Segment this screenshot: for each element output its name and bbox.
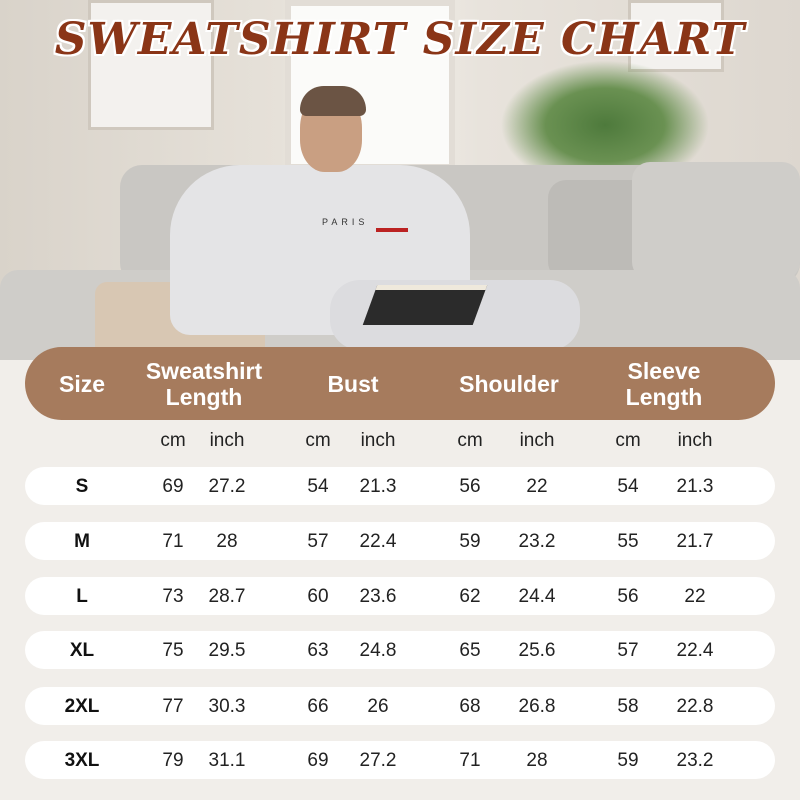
value-cell: 59 xyxy=(459,531,481,552)
page-title: SWEATSHIRT SIZE CHART xyxy=(54,14,746,65)
value-cell: 27.2 xyxy=(359,750,397,771)
value-cell: 28.7 xyxy=(208,586,246,607)
value-cell: 56 xyxy=(459,476,481,497)
value-cell: 57 xyxy=(617,640,639,661)
table-row: L 73 28.7 60 23.6 62 24.4 56 22 xyxy=(25,577,775,615)
value-cell: 31.1 xyxy=(208,750,246,771)
value-cell: 23.6 xyxy=(359,586,397,607)
value-cell: 60 xyxy=(307,586,329,607)
value-cell: 24.4 xyxy=(518,586,556,607)
value-cell: 77 xyxy=(162,696,184,717)
table-row: S 69 27.2 54 21.3 56 22 54 21.3 xyxy=(25,467,775,505)
unit-label: cm xyxy=(305,430,331,451)
header-shoulder: Shoulder xyxy=(459,370,559,397)
size-cell: XL xyxy=(69,640,95,661)
value-cell: 23.2 xyxy=(676,750,714,771)
header-line: Length xyxy=(625,383,703,410)
value-cell: 58 xyxy=(617,696,639,717)
value-cell: 21.3 xyxy=(359,476,397,497)
value-cell: 62 xyxy=(459,586,481,607)
wall-art xyxy=(88,0,214,130)
unit-label: cm xyxy=(615,430,641,451)
unit-label: inch xyxy=(519,430,555,451)
table-row: M 71 28 57 22.4 59 23.2 55 21.7 xyxy=(25,522,775,560)
size-cell: S xyxy=(75,476,89,497)
header-line: Length xyxy=(165,383,243,410)
size-cell: 2XL xyxy=(64,696,100,717)
table-header: Size Sweatshirt Length Bust Shoulder Slee… xyxy=(25,347,775,420)
model-hair xyxy=(300,86,366,116)
value-cell: 54 xyxy=(307,476,329,497)
value-cell: 27.2 xyxy=(208,476,246,497)
size-cell: L xyxy=(76,586,88,607)
table-row: XL 75 29.5 63 24.8 65 25.6 57 22.4 xyxy=(25,631,775,669)
table-row: 3XL 79 31.1 69 27.2 71 28 59 23.2 xyxy=(25,741,775,779)
header-line: Sweatshirt xyxy=(145,357,263,384)
value-cell: 75 xyxy=(162,640,184,661)
size-cell: 3XL xyxy=(64,750,100,771)
value-cell: 24.8 xyxy=(359,640,397,661)
unit-label: inch xyxy=(677,430,713,451)
units-row: cm inch cm inch cm inch cm inch xyxy=(0,430,800,454)
value-cell: 56 xyxy=(617,586,639,607)
value-cell: 30.3 xyxy=(208,696,246,717)
value-cell: 63 xyxy=(307,640,329,661)
value-cell: 57 xyxy=(307,531,329,552)
book xyxy=(362,285,488,325)
shirt-print: PARIS xyxy=(322,217,369,227)
value-cell: 26 xyxy=(367,696,389,717)
value-cell: 59 xyxy=(617,750,639,771)
unit-label: inch xyxy=(209,430,245,451)
value-cell: 22.4 xyxy=(359,531,397,552)
unit-label: cm xyxy=(160,430,186,451)
value-cell: 21.7 xyxy=(676,531,714,552)
header-size: Size xyxy=(58,370,106,397)
value-cell: 69 xyxy=(307,750,329,771)
table-row: 2XL 77 30.3 66 26 68 26.8 58 22.8 xyxy=(25,687,775,725)
value-cell: 79 xyxy=(162,750,184,771)
header-sweatshirt-length: Sweatshirt Length xyxy=(146,358,262,410)
value-cell: 28 xyxy=(526,750,548,771)
unit-label: cm xyxy=(457,430,483,451)
value-cell: 65 xyxy=(459,640,481,661)
value-cell: 26.8 xyxy=(518,696,556,717)
size-cell: M xyxy=(74,531,90,552)
value-cell: 73 xyxy=(162,586,184,607)
value-cell: 54 xyxy=(617,476,639,497)
value-cell: 28 xyxy=(216,531,238,552)
value-cell: 23.2 xyxy=(518,531,556,552)
cushion xyxy=(632,162,800,280)
value-cell: 71 xyxy=(459,750,481,771)
value-cell: 68 xyxy=(459,696,481,717)
value-cell: 66 xyxy=(307,696,329,717)
value-cell: 22 xyxy=(684,586,706,607)
header-line: Sleeve xyxy=(627,357,701,384)
header-bust: Bust xyxy=(327,370,379,397)
unit-label: inch xyxy=(360,430,396,451)
value-cell: 22.8 xyxy=(676,696,714,717)
shirt-stripe xyxy=(376,228,408,232)
value-cell: 69 xyxy=(162,476,184,497)
value-cell: 29.5 xyxy=(208,640,246,661)
value-cell: 21.3 xyxy=(676,476,714,497)
value-cell: 22 xyxy=(526,476,548,497)
header-sleeve-length: Sleeve Length xyxy=(626,358,703,410)
value-cell: 22.4 xyxy=(676,640,714,661)
value-cell: 71 xyxy=(162,531,184,552)
value-cell: 55 xyxy=(617,531,639,552)
value-cell: 25.6 xyxy=(518,640,556,661)
